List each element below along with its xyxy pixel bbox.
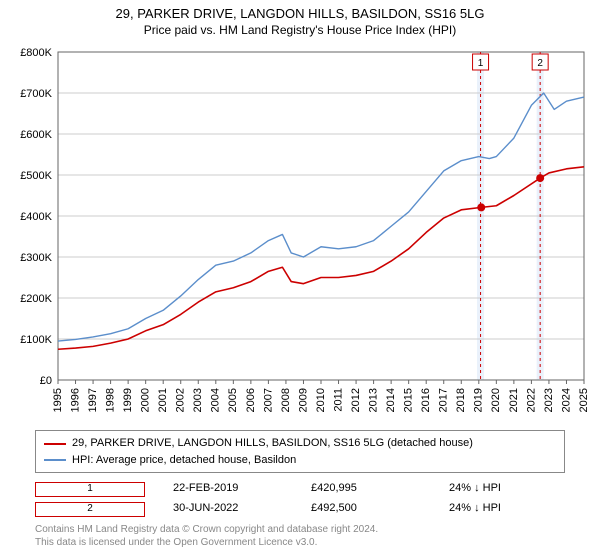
svg-text:£400K: £400K	[20, 211, 52, 223]
svg-text:2006: 2006	[245, 388, 257, 412]
legend-label: 29, PARKER DRIVE, LANGDON HILLS, BASILDO…	[72, 435, 473, 452]
svg-text:2013: 2013	[368, 388, 380, 412]
line-chart: £0 £100K £200K £300K £400K £500K £600K £700K £80…	[10, 44, 590, 424]
legend: 29, PARKER DRIVE, LANGDON HILLS, BASILDO…	[35, 430, 565, 473]
svg-text:2022: 2022	[525, 388, 537, 412]
svg-text:1996: 1996	[69, 388, 81, 412]
svg-text:1: 1	[478, 58, 484, 69]
svg-text:2003: 2003	[192, 388, 204, 412]
svg-text:2017: 2017	[438, 388, 450, 412]
svg-text:1997: 1997	[87, 388, 99, 412]
svg-text:2023: 2023	[543, 388, 555, 412]
chart-subtitle: Price paid vs. HM Land Registry's House …	[10, 23, 590, 39]
svg-text:2002: 2002	[175, 388, 187, 412]
legend-swatch	[44, 459, 66, 461]
svg-text:2011: 2011	[332, 388, 344, 412]
svg-text:2009: 2009	[297, 388, 309, 412]
svg-text:1998: 1998	[105, 388, 117, 412]
legend-label: HPI: Average price, detached house, Basi…	[72, 452, 296, 469]
footer: Contains HM Land Registry data © Crown c…	[35, 523, 565, 549]
svg-text:£200K: £200K	[20, 293, 52, 305]
svg-text:£100K: £100K	[20, 334, 52, 346]
svg-text:£500K: £500K	[20, 170, 52, 182]
svg-text:2021: 2021	[508, 388, 520, 412]
marker-row: 1 22-FEB-2019 £420,995 24% ↓ HPI	[35, 479, 565, 499]
svg-text:2004: 2004	[210, 388, 222, 412]
svg-text:£800K: £800K	[20, 47, 52, 59]
chart-area: £0 £100K £200K £300K £400K £500K £600K £700K £80…	[10, 44, 590, 424]
svg-text:£300K: £300K	[20, 252, 52, 264]
marker-delta: 24% ↓ HPI	[449, 479, 559, 499]
marker-badge: 1	[35, 482, 145, 497]
svg-text:1995: 1995	[52, 388, 64, 412]
legend-item: 29, PARKER DRIVE, LANGDON HILLS, BASILDO…	[44, 435, 556, 452]
svg-text:2019: 2019	[473, 388, 485, 412]
svg-text:2001: 2001	[157, 388, 169, 412]
svg-text:£600K: £600K	[20, 129, 52, 141]
svg-text:2015: 2015	[403, 388, 415, 412]
svg-text:2018: 2018	[455, 388, 467, 412]
marker-delta: 24% ↓ HPI	[449, 499, 559, 519]
svg-text:2012: 2012	[350, 388, 362, 412]
svg-text:£0: £0	[40, 375, 52, 387]
svg-text:2025: 2025	[578, 388, 590, 412]
marker-date: 30-JUN-2022	[173, 499, 283, 519]
footer-line: Contains HM Land Registry data © Crown c…	[35, 523, 565, 536]
svg-text:2014: 2014	[385, 388, 397, 412]
marker-date: 22-FEB-2019	[173, 479, 283, 499]
svg-text:2008: 2008	[280, 388, 292, 412]
svg-text:2005: 2005	[227, 388, 239, 412]
svg-text:2020: 2020	[490, 388, 502, 412]
svg-text:1999: 1999	[122, 388, 134, 412]
svg-text:2: 2	[537, 58, 543, 69]
svg-text:£700K: £700K	[20, 88, 52, 100]
svg-text:2016: 2016	[420, 388, 432, 412]
chart-container: 29, PARKER DRIVE, LANGDON HILLS, BASILDO…	[0, 0, 600, 560]
svg-text:2024: 2024	[560, 388, 572, 412]
marker-price: £492,500	[311, 499, 421, 519]
svg-text:2000: 2000	[140, 388, 152, 412]
footer-line: This data is licensed under the Open Gov…	[35, 536, 565, 549]
legend-swatch	[44, 443, 66, 445]
marker-badge: 2	[35, 502, 145, 517]
marker-row: 2 30-JUN-2022 £492,500 24% ↓ HPI	[35, 499, 565, 519]
marker-table: 1 22-FEB-2019 £420,995 24% ↓ HPI 2 30-JU…	[35, 479, 565, 519]
svg-text:2007: 2007	[262, 388, 274, 412]
svg-text:2010: 2010	[315, 388, 327, 412]
legend-item: HPI: Average price, detached house, Basi…	[44, 452, 556, 469]
chart-title: 29, PARKER DRIVE, LANGDON HILLS, BASILDO…	[10, 6, 590, 23]
marker-price: £420,995	[311, 479, 421, 499]
